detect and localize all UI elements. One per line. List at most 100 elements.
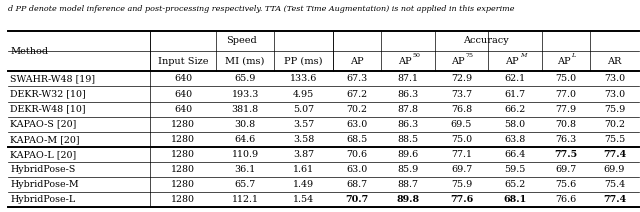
- Text: 77.0: 77.0: [556, 89, 577, 99]
- Text: 70.6: 70.6: [346, 150, 367, 159]
- Text: 75.5: 75.5: [604, 135, 625, 144]
- Text: 77.6: 77.6: [450, 195, 473, 204]
- Text: 133.6: 133.6: [290, 74, 317, 83]
- Text: DEKR-W48 [10]: DEKR-W48 [10]: [10, 105, 86, 114]
- Text: 59.5: 59.5: [504, 165, 525, 174]
- Text: 69.7: 69.7: [556, 165, 577, 174]
- Text: 70.7: 70.7: [346, 195, 369, 204]
- Text: AP: AP: [557, 57, 570, 66]
- Text: 30.8: 30.8: [234, 120, 256, 129]
- Text: MI (ms): MI (ms): [225, 57, 265, 66]
- Text: 76.8: 76.8: [451, 105, 472, 114]
- Text: AR: AR: [607, 57, 621, 66]
- Text: 87.1: 87.1: [397, 74, 419, 83]
- Text: 75.9: 75.9: [604, 105, 625, 114]
- Text: 5.07: 5.07: [293, 105, 314, 114]
- Text: 75.6: 75.6: [556, 180, 577, 189]
- Text: 88.7: 88.7: [397, 180, 419, 189]
- Text: M: M: [520, 53, 527, 58]
- Text: 110.9: 110.9: [232, 150, 259, 159]
- Text: 3.87: 3.87: [293, 150, 314, 159]
- Text: 1.49: 1.49: [293, 180, 314, 189]
- Text: 66.2: 66.2: [504, 105, 525, 114]
- Text: AP: AP: [505, 57, 518, 66]
- Text: HybridPose-M: HybridPose-M: [10, 180, 79, 189]
- Text: 89.6: 89.6: [397, 150, 419, 159]
- Text: 69.7: 69.7: [451, 165, 472, 174]
- Text: 85.9: 85.9: [397, 165, 419, 174]
- Text: 75.0: 75.0: [451, 135, 472, 144]
- Text: 1280: 1280: [171, 180, 195, 189]
- Text: 67.2: 67.2: [346, 89, 367, 99]
- Text: 1280: 1280: [171, 120, 195, 129]
- Text: HybridPose-L: HybridPose-L: [10, 195, 76, 204]
- Text: 640: 640: [174, 105, 192, 114]
- Text: 3.58: 3.58: [293, 135, 314, 144]
- Text: 68.7: 68.7: [346, 180, 367, 189]
- Text: 64.6: 64.6: [234, 135, 256, 144]
- Text: 67.3: 67.3: [346, 74, 368, 83]
- Text: 1280: 1280: [171, 135, 195, 144]
- Text: 69.5: 69.5: [451, 120, 472, 129]
- Text: 70.2: 70.2: [347, 105, 367, 114]
- Text: 1280: 1280: [171, 195, 195, 204]
- Text: 65.7: 65.7: [234, 180, 256, 189]
- Text: SWAHR-W48 [19]: SWAHR-W48 [19]: [10, 74, 95, 83]
- Text: AP: AP: [350, 57, 364, 66]
- Text: 61.7: 61.7: [504, 89, 525, 99]
- Text: 68.5: 68.5: [346, 135, 368, 144]
- Text: 4.95: 4.95: [293, 89, 314, 99]
- Text: 3.57: 3.57: [293, 120, 314, 129]
- Text: AP: AP: [398, 57, 412, 66]
- Text: HybridPose-S: HybridPose-S: [10, 165, 76, 174]
- Text: 193.3: 193.3: [232, 89, 259, 99]
- Text: 1280: 1280: [171, 165, 195, 174]
- Text: d PP denote model inference and post-processing respectively. TTA (Test Time Aug: d PP denote model inference and post-pro…: [8, 5, 514, 13]
- Text: 66.4: 66.4: [504, 150, 525, 159]
- Text: 76.6: 76.6: [556, 195, 577, 204]
- Text: 640: 640: [174, 89, 192, 99]
- Text: 75.4: 75.4: [604, 180, 625, 189]
- Text: 36.1: 36.1: [234, 165, 256, 174]
- Text: 75.0: 75.0: [556, 74, 577, 83]
- Text: 381.8: 381.8: [232, 105, 259, 114]
- Text: 63.0: 63.0: [346, 165, 368, 174]
- Text: Input Size: Input Size: [158, 57, 209, 66]
- Text: 65.9: 65.9: [234, 74, 256, 83]
- Text: 70.8: 70.8: [556, 120, 577, 129]
- Text: L: L: [571, 53, 575, 58]
- Text: 640: 640: [174, 74, 192, 83]
- Text: 77.5: 77.5: [554, 150, 577, 159]
- Text: 70.2: 70.2: [604, 120, 625, 129]
- Text: KAPAO-S [20]: KAPAO-S [20]: [10, 120, 77, 129]
- Text: 77.4: 77.4: [603, 150, 626, 159]
- Text: 62.1: 62.1: [504, 74, 525, 83]
- Text: AP: AP: [451, 57, 465, 66]
- Text: 72.9: 72.9: [451, 74, 472, 83]
- Text: PP (ms): PP (ms): [284, 57, 323, 66]
- Text: Speed: Speed: [226, 36, 257, 45]
- Text: 88.5: 88.5: [397, 135, 419, 144]
- Text: KAPAO-M [20]: KAPAO-M [20]: [10, 135, 80, 144]
- Text: 1280: 1280: [171, 150, 195, 159]
- Text: DEKR-W32 [10]: DEKR-W32 [10]: [10, 89, 86, 99]
- Text: Method: Method: [10, 47, 49, 56]
- Text: 69.9: 69.9: [604, 165, 625, 174]
- Text: 68.1: 68.1: [504, 195, 527, 204]
- Text: 63.0: 63.0: [346, 120, 368, 129]
- Text: 86.3: 86.3: [397, 120, 419, 129]
- Text: 50: 50: [412, 53, 420, 58]
- Text: Accuracy: Accuracy: [463, 36, 509, 45]
- Text: 77.4: 77.4: [603, 195, 626, 204]
- Text: 86.3: 86.3: [397, 89, 419, 99]
- Text: 73.0: 73.0: [604, 74, 625, 83]
- Text: 77.1: 77.1: [451, 150, 472, 159]
- Text: 58.0: 58.0: [504, 120, 525, 129]
- Text: 75.9: 75.9: [451, 180, 472, 189]
- Text: 87.8: 87.8: [397, 105, 419, 114]
- Text: 65.2: 65.2: [504, 180, 525, 189]
- Text: 73.7: 73.7: [451, 89, 472, 99]
- Text: KAPAO-L [20]: KAPAO-L [20]: [10, 150, 77, 159]
- Text: 1.61: 1.61: [293, 165, 314, 174]
- Text: 112.1: 112.1: [232, 195, 259, 204]
